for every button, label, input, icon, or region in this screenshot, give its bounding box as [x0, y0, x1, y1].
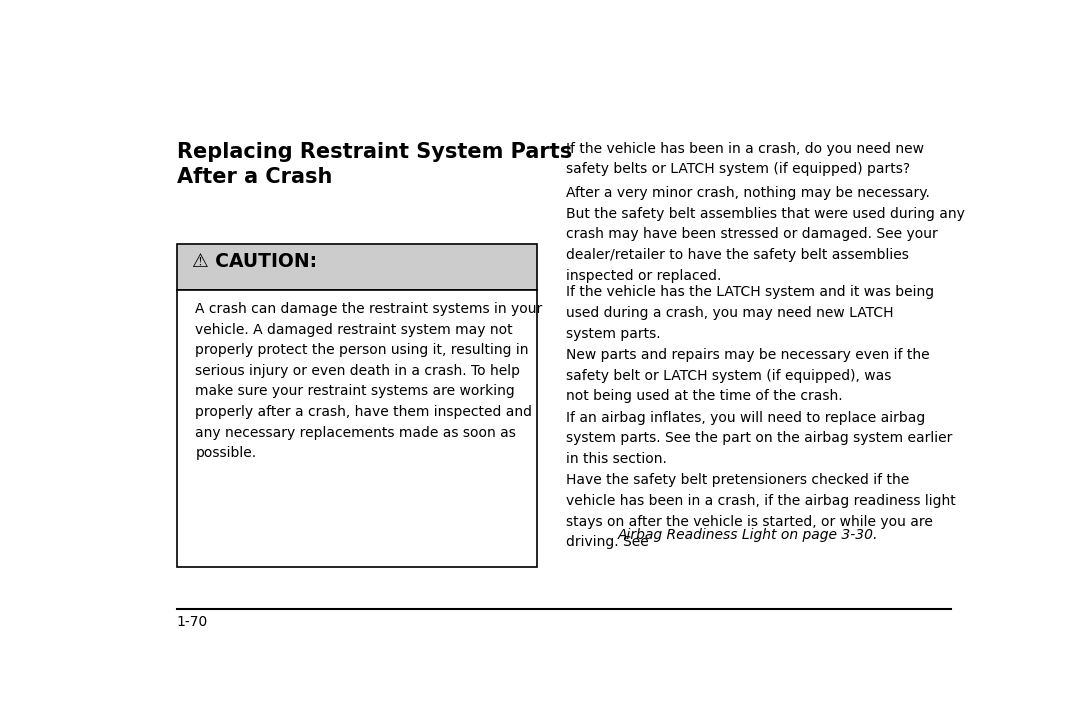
Text: If the vehicle has the LATCH system and it was being
used during a crash, you ma: If the vehicle has the LATCH system and … [566, 285, 934, 341]
Text: New parts and repairs may be necessary even if the
safety belt or LATCH system (: New parts and repairs may be necessary e… [566, 348, 930, 403]
Text: ⚠ CAUTION:: ⚠ CAUTION: [192, 251, 318, 271]
Text: Have the safety belt pretensioners checked if the
vehicle has been in a crash, i: Have the safety belt pretensioners check… [566, 473, 956, 549]
Text: After a very minor crash, nothing may be necessary.
But the safety belt assembli: After a very minor crash, nothing may be… [566, 186, 964, 282]
Text: 1-70: 1-70 [177, 616, 208, 629]
Text: If the vehicle has been in a crash, do you need new
safety belts or LATCH system: If the vehicle has been in a crash, do y… [566, 142, 924, 176]
Text: If an airbag inflates, you will need to replace airbag
system parts. See the par: If an airbag inflates, you will need to … [566, 410, 953, 466]
Text: Replacing Restraint System Parts
After a Crash: Replacing Restraint System Parts After a… [177, 142, 572, 187]
Text: Airbag Readiness Light on page 3-30.: Airbag Readiness Light on page 3-30. [618, 528, 878, 542]
Text: A crash can damage the restraint systems in your
vehicle. A damaged restraint sy: A crash can damage the restraint systems… [195, 302, 542, 460]
FancyBboxPatch shape [177, 290, 537, 567]
FancyBboxPatch shape [177, 244, 537, 290]
